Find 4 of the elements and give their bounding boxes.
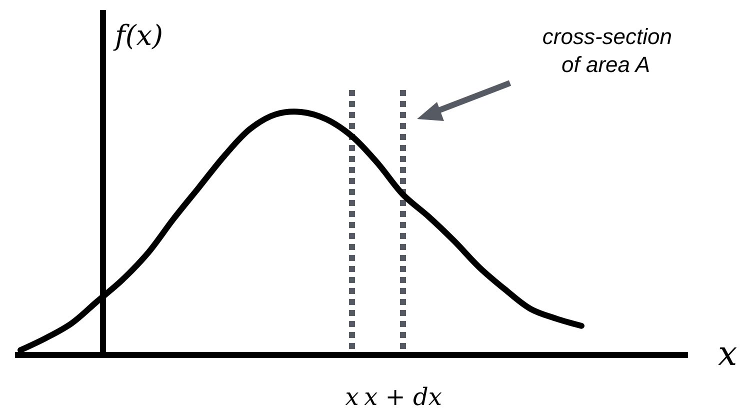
x-tick-label: x + dx	[364, 383, 442, 411]
text: cross-section of area A	[542, 24, 672, 77]
y-axis-title: f(x)	[113, 19, 164, 52]
x-axis-title: x	[718, 334, 738, 374]
